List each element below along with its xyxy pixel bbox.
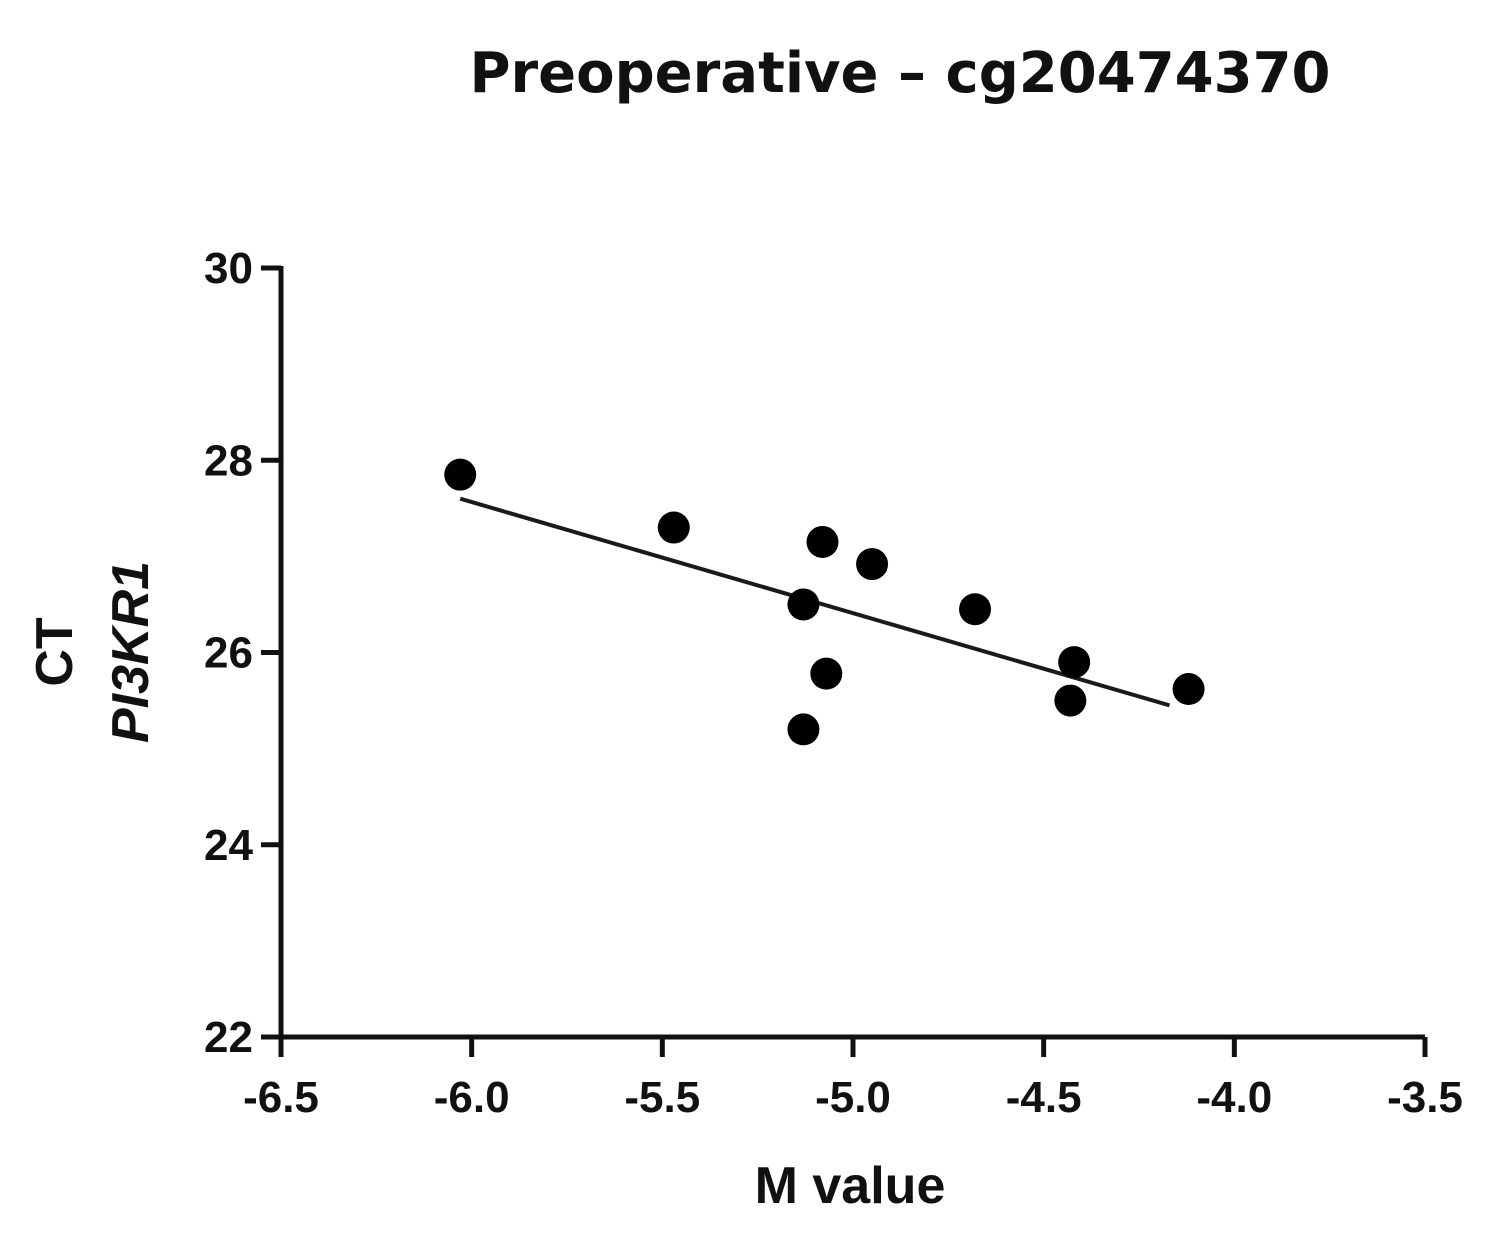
data-point: [1058, 646, 1091, 679]
y-axis-label: CT PI3KR1: [26, 561, 160, 743]
x-tick-label: -5.5: [624, 1073, 700, 1122]
chart-title: Preoperative – cg20474370: [469, 41, 1330, 106]
y-axis-label-line2: PI3KR1: [102, 561, 160, 743]
y-tick-label: 28: [204, 436, 253, 485]
data-point: [1172, 673, 1205, 706]
x-tick-label: -4.0: [1196, 1073, 1272, 1122]
x-axis-label: M value: [755, 1157, 946, 1215]
data-point: [787, 588, 820, 621]
data-point: [657, 511, 690, 544]
x-tick-label: -6.5: [243, 1073, 319, 1122]
y-axis: 22 24 26 28 30: [204, 244, 284, 1062]
x-axis: -6.5 -6.0 -5.5 -5.0 -4.5 -4.0 -3.5: [243, 1034, 1463, 1122]
y-tick-label: 22: [204, 1013, 253, 1062]
y-tick-label: 24: [204, 821, 253, 870]
data-point: [959, 593, 992, 626]
x-tick-label: -6.0: [434, 1073, 510, 1122]
x-tick-label: -5.0: [815, 1073, 891, 1122]
data-point: [444, 458, 477, 491]
data-point: [806, 525, 839, 558]
data-point: [1054, 684, 1087, 717]
data-point: [810, 657, 843, 690]
y-tick-label: 30: [204, 244, 253, 293]
data-points: [444, 458, 1205, 746]
data-point: [787, 713, 820, 746]
data-point: [856, 548, 889, 581]
x-tick-label: -3.5: [1387, 1073, 1463, 1122]
y-axis-label-line1: CT: [26, 617, 84, 687]
x-tick-label: -4.5: [1006, 1073, 1082, 1122]
y-tick-label: 26: [204, 629, 253, 678]
